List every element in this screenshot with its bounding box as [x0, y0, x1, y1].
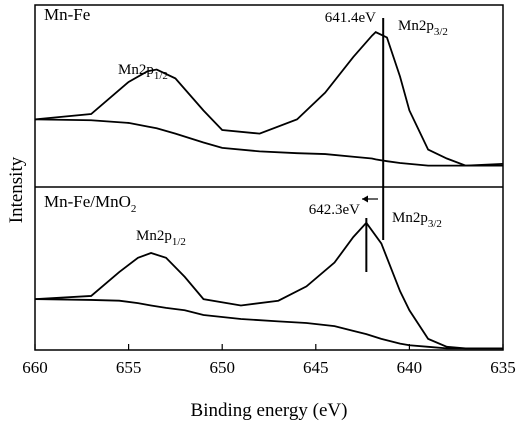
panel-label: Mn-Fe — [44, 5, 90, 24]
y-axis-label: Intensity — [6, 156, 27, 223]
peak-label: Mn2p3/2 — [392, 210, 442, 230]
peak-label-sub: 3/2 — [434, 26, 448, 38]
peak-energy-label: 642.3eV — [309, 202, 360, 218]
shift-arrow-head — [362, 195, 368, 203]
spectrum-line — [34, 118, 503, 167]
x-tick-label: 635 — [490, 358, 516, 377]
peak-label-sub: 3/2 — [428, 218, 442, 230]
spectrum-line — [34, 31, 504, 167]
panel-label-sub: 2 — [131, 203, 137, 215]
x-tick-label: 640 — [397, 358, 423, 377]
peak-label: Mn2p1/2 — [136, 228, 186, 248]
peak-label: Mn2p3/2 — [398, 18, 448, 38]
x-tick-label: 655 — [116, 358, 142, 377]
x-tick-label: 650 — [209, 358, 235, 377]
panel-label: Mn-Fe/MnO2 — [44, 192, 136, 215]
peak-label-main: Mn2p — [118, 62, 154, 78]
x-tick-label: 660 — [22, 358, 48, 377]
peak-label-sub: 1/2 — [154, 70, 168, 82]
plot-frame — [34, 4, 504, 351]
peak-label: Mn2p1/2 — [118, 62, 168, 82]
x-tick-label: 645 — [303, 358, 329, 377]
peak-energy-label: 641.4eV — [325, 10, 376, 26]
peak-label-main: Mn2p — [136, 228, 172, 244]
spectrum-line — [34, 298, 503, 350]
panel-label-main: Mn-Fe/MnO — [44, 192, 131, 211]
peak-label-main: Mn2p — [392, 210, 428, 226]
peak-label-main: Mn2p — [398, 18, 434, 34]
spectrum-line — [34, 221, 503, 350]
x-axis-label: Binding energy (eV) — [191, 400, 348, 421]
peak-label-sub: 1/2 — [172, 236, 186, 248]
